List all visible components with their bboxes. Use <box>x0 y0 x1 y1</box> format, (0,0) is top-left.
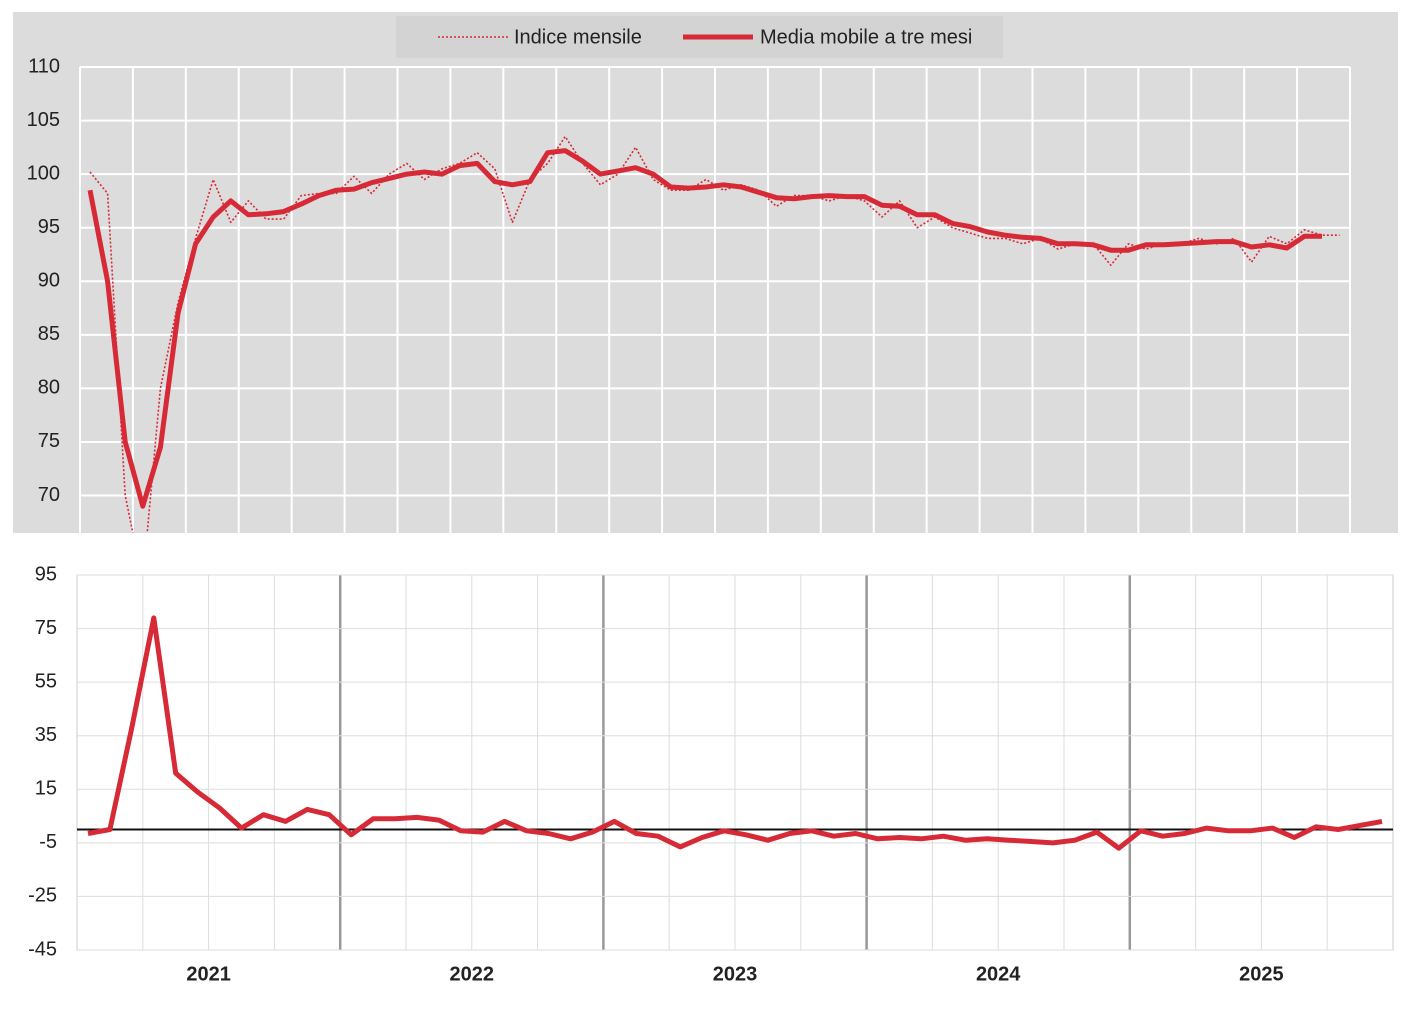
x-tick-label: 2022 <box>450 963 495 985</box>
y-tick-label: 75 <box>35 617 57 639</box>
y-tick-label: 55 <box>35 670 57 692</box>
y-tick-label: -5 <box>39 831 57 853</box>
plot-lines <box>87 135 1340 533</box>
series-line <box>87 148 1322 509</box>
x-tick-label: 2024 <box>976 963 1021 985</box>
legend-label: Indice mensile <box>514 26 642 48</box>
y-tick-label: 95 <box>35 563 57 585</box>
x-tick-label: 2021 <box>186 963 231 985</box>
y-tick-label: 95 <box>38 216 60 238</box>
y-tick-label: -45 <box>28 938 57 960</box>
series-line <box>87 615 1383 851</box>
y-tick-label: 80 <box>38 377 60 399</box>
y-tick-label: 75 <box>38 430 60 452</box>
y-tick-label: 85 <box>38 323 60 345</box>
y-tick-label: 15 <box>35 778 57 800</box>
y-tick-label: 70 <box>38 484 60 506</box>
x-tick-label: 2023 <box>713 963 758 985</box>
y-tick-label: -25 <box>28 885 57 907</box>
legend-label: Media mobile a tre mesi <box>760 26 972 48</box>
y-tick-label: 110 <box>28 55 60 77</box>
y-tick-label: 100 <box>27 162 60 184</box>
y-tick-label: 90 <box>38 270 60 292</box>
y-tick-label: 105 <box>27 109 60 131</box>
x-tick-label: 2025 <box>1239 963 1284 985</box>
top-panel-bg <box>13 12 1398 533</box>
y-tick-label: 35 <box>35 724 57 746</box>
